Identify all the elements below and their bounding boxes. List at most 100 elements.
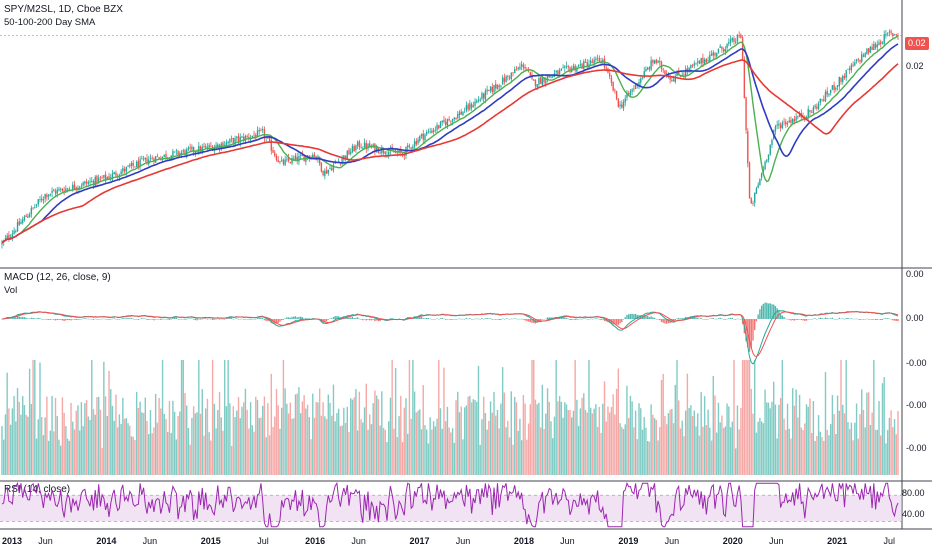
volume-bar — [339, 426, 342, 475]
candle-body — [709, 54, 711, 62]
candle-body — [828, 93, 830, 96]
volume-bar — [407, 433, 409, 475]
volume-bar — [522, 395, 525, 475]
macd-histogram-bar — [144, 318, 146, 320]
macd-histogram-bar — [897, 319, 899, 322]
candle-body — [87, 182, 90, 184]
volume-bar — [507, 420, 509, 475]
candle-body — [465, 105, 468, 111]
volume-bar — [536, 404, 538, 475]
volume-bar — [612, 394, 614, 475]
volume-bar — [244, 388, 247, 475]
macd-histogram-bar — [754, 319, 756, 331]
candle-body — [676, 72, 678, 77]
volume-bar — [179, 411, 181, 475]
volume-bar — [873, 360, 875, 475]
macd-histogram-bar — [42, 319, 45, 320]
volume-bar — [34, 360, 36, 475]
macd-histogram-bar — [110, 319, 112, 320]
macd-histogram-bar — [305, 318, 307, 319]
candle-body — [443, 119, 445, 122]
macd-histogram-bar — [331, 318, 333, 319]
volume-bar — [363, 407, 366, 475]
rsi-axis-label: 80.00 — [902, 488, 925, 498]
macd-histogram-bar — [218, 319, 221, 320]
volume-bar — [419, 409, 421, 475]
candle-body — [660, 61, 663, 69]
volume-bar — [579, 408, 582, 475]
candle-body — [208, 144, 210, 148]
volume-bar — [3, 439, 5, 475]
volume-bar — [144, 397, 146, 475]
macd-histogram-bar — [225, 318, 228, 319]
volume-bar — [581, 397, 583, 475]
volume-bar — [614, 414, 616, 475]
macd-histogram-bar — [210, 318, 212, 320]
macd-histogram-bar — [766, 302, 768, 319]
macd-histogram-bar — [425, 317, 428, 319]
volume-bar — [325, 419, 328, 475]
volume-bar — [80, 402, 83, 475]
candle-body — [160, 159, 162, 161]
volume-bar — [272, 426, 274, 475]
candle-body — [612, 81, 614, 91]
volume-bar — [629, 395, 632, 475]
candle-body — [173, 151, 176, 153]
volume-bar — [795, 389, 797, 475]
candle-body — [472, 105, 475, 108]
volume-bar — [358, 391, 361, 475]
candle-body — [522, 64, 525, 68]
macd-histogram-bar — [664, 319, 666, 324]
volume-bar — [783, 418, 785, 475]
macd-histogram-bar — [25, 317, 27, 319]
candle-body — [363, 142, 366, 148]
macd-histogram-bar — [325, 319, 328, 322]
macd-histogram-bar — [158, 319, 160, 320]
volume-bar — [312, 393, 314, 475]
candle-body — [581, 63, 583, 69]
macd-histogram-bar — [287, 317, 290, 319]
volume-bar — [293, 418, 295, 475]
candle-body — [740, 34, 742, 39]
candle-body — [476, 100, 478, 103]
volume-bar — [115, 394, 117, 475]
volume-bar — [403, 407, 405, 475]
macd-histogram-bar — [170, 319, 172, 320]
volume-bar — [118, 414, 121, 475]
candle-body — [707, 60, 709, 62]
candle-body — [816, 106, 818, 109]
candle-body — [671, 80, 673, 81]
macd-histogram-bar — [388, 319, 390, 320]
volume-bar — [577, 425, 580, 475]
volume-bar — [130, 436, 133, 475]
candle-body — [146, 158, 148, 164]
volume-bar — [776, 438, 778, 475]
volume-bar — [92, 409, 95, 475]
candle-body — [555, 70, 557, 73]
volume-bar — [82, 426, 84, 475]
volume-bar — [346, 406, 348, 475]
candle-body — [436, 124, 438, 130]
macd-histogram-bar — [721, 318, 723, 320]
candle-body — [115, 172, 117, 176]
macd-histogram-bar — [1, 319, 3, 320]
macd-histogram-bar — [294, 316, 297, 319]
macd-histogram-bar — [167, 319, 169, 320]
volume-bar — [415, 412, 418, 475]
macd-histogram-bar — [389, 318, 392, 319]
macd-histogram-bar — [735, 319, 737, 320]
volume-bar — [754, 360, 756, 475]
macd-histogram-bar — [520, 318, 523, 320]
volume-bar — [458, 412, 461, 475]
volume-bar — [810, 432, 813, 475]
macd-histogram-bar — [356, 317, 359, 319]
candle-body — [845, 70, 847, 78]
macd-histogram-bar — [764, 302, 766, 319]
candle-body — [826, 90, 828, 95]
candle-body — [198, 146, 200, 154]
candle-body — [201, 146, 203, 152]
candle-body — [467, 104, 469, 110]
macd-histogram-bar — [177, 319, 179, 320]
volume-bar — [72, 421, 74, 475]
